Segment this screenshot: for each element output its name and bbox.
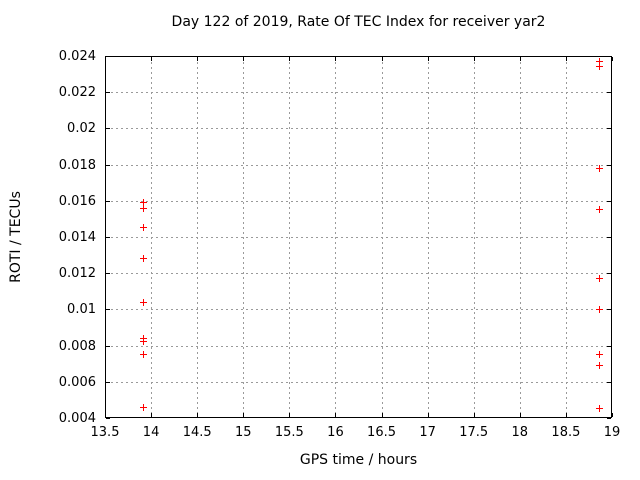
x-tick-label: 16 — [327, 425, 344, 440]
x-tick-mark — [473, 413, 475, 417]
x-tick-mark — [519, 413, 521, 417]
x-tick-mark — [427, 413, 429, 417]
data-point-marker — [595, 63, 603, 71]
x-tick-mark — [427, 57, 429, 61]
data-point-marker — [595, 164, 603, 172]
y-gridline — [106, 200, 611, 202]
data-point-marker — [595, 362, 603, 369]
y-tick-label: 0.02 — [67, 121, 96, 137]
data-point-marker — [595, 351, 603, 359]
x-tick-label: 15.5 — [274, 425, 304, 440]
x-tick-label: 14.5 — [182, 425, 212, 440]
data-point-marker — [140, 204, 148, 212]
x-tick-mark — [519, 57, 521, 61]
x-tick-label: 16.5 — [367, 425, 396, 440]
y-tick-mark — [106, 381, 110, 383]
y-tick-label: 0.006 — [58, 374, 96, 390]
y-tick-mark — [106, 56, 110, 57]
data-point-marker — [595, 305, 603, 313]
x-tick-mark — [381, 413, 383, 417]
y-gridline — [106, 345, 611, 347]
x-tick-mark — [243, 57, 245, 61]
data-point-marker — [140, 403, 148, 411]
x-tick-label: 18 — [511, 425, 529, 440]
y-gridline — [106, 164, 611, 166]
data-point-marker — [140, 255, 148, 263]
y-tick-mark — [106, 128, 110, 130]
x-tick-mark — [105, 413, 106, 417]
y-tick-mark — [106, 164, 110, 166]
y-tick-mark — [607, 56, 611, 57]
x-tick-label: 17.5 — [459, 425, 489, 440]
y-gridline — [106, 128, 611, 130]
data-point-marker — [140, 334, 148, 342]
chart-title: Day 122 of 2019, Rate Of TEC Index for r… — [171, 14, 546, 30]
x-tick-label: 13.5 — [90, 425, 120, 440]
y-tick-label: 0.024 — [58, 49, 96, 64]
data-point-marker — [140, 298, 148, 306]
y-tick-mark — [106, 309, 110, 311]
y-tick-mark — [607, 128, 611, 130]
y-tick-mark — [607, 381, 611, 383]
x-tick-mark — [289, 57, 291, 61]
x-tick-mark — [612, 57, 613, 61]
y-tick-mark — [607, 345, 611, 347]
x-axis-label: GPS time / hours — [299, 452, 418, 468]
y-gridline — [106, 92, 611, 94]
data-point-marker — [595, 57, 603, 65]
x-tick-mark — [197, 413, 199, 417]
data-point-marker — [140, 351, 148, 359]
y-gridline — [106, 237, 611, 238]
y-tick-mark — [607, 92, 611, 94]
y-gridline — [106, 309, 611, 311]
x-tick-mark — [612, 413, 613, 417]
data-point-marker — [595, 206, 603, 214]
y-tick-label: 0.018 — [58, 157, 96, 173]
data-point-marker — [140, 338, 148, 346]
y-tick-mark — [607, 200, 611, 202]
data-point-marker — [595, 405, 603, 413]
x-tick-mark — [151, 57, 153, 61]
y-tick-mark — [106, 92, 110, 94]
y-tick-mark — [106, 237, 110, 238]
y-tick-mark — [607, 164, 611, 166]
y-gridline — [106, 381, 611, 383]
x-tick-mark — [565, 57, 567, 61]
y-tick-label: 0.014 — [58, 230, 96, 245]
x-tick-label: 15 — [234, 425, 252, 440]
y-tick-label: 0.01 — [67, 302, 96, 318]
x-tick-mark — [289, 413, 291, 417]
data-point-marker — [140, 199, 148, 207]
x-tick-label: 19 — [603, 425, 621, 440]
y-gridline — [106, 273, 611, 275]
y-tick-mark — [106, 273, 110, 275]
y-tick-label: 0.022 — [58, 85, 96, 101]
y-tick-label: 0.016 — [58, 193, 96, 209]
y-tick-label: 0.008 — [58, 338, 96, 354]
x-tick-label: 14 — [142, 425, 160, 440]
y-tick-mark — [607, 418, 611, 419]
data-point-marker — [140, 224, 148, 232]
x-tick-mark — [335, 57, 337, 61]
x-tick-mark — [105, 57, 106, 61]
x-tick-label: 18.5 — [551, 425, 581, 440]
y-tick-mark — [607, 309, 611, 311]
y-tick-mark — [607, 273, 611, 275]
x-tick-mark — [565, 413, 567, 417]
x-tick-mark — [243, 413, 245, 417]
y-tick-mark — [607, 237, 611, 238]
x-tick-mark — [473, 57, 475, 61]
x-tick-mark — [197, 57, 199, 61]
y-tick-label: 0.004 — [58, 411, 96, 426]
x-tick-label: 17 — [419, 425, 436, 440]
data-point-marker — [595, 275, 603, 283]
x-tick-mark — [335, 413, 337, 417]
y-tick-mark — [106, 200, 110, 202]
x-tick-mark — [151, 413, 153, 417]
y-tick-mark — [106, 418, 110, 419]
y-tick-mark — [106, 345, 110, 347]
x-tick-mark — [381, 57, 383, 61]
y-tick-label: 0.012 — [58, 266, 96, 282]
